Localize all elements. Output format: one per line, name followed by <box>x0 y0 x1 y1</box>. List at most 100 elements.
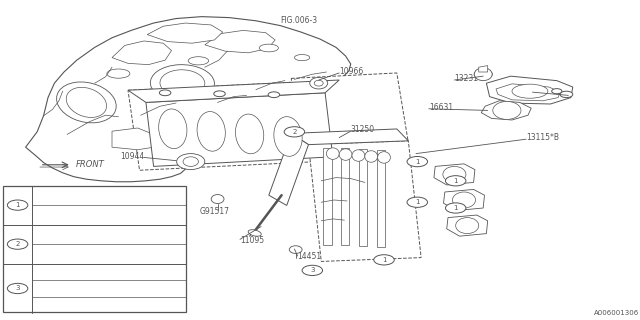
Polygon shape <box>291 129 408 145</box>
Text: 1: 1 <box>453 178 458 184</box>
Ellipse shape <box>314 80 323 86</box>
Ellipse shape <box>150 65 214 102</box>
Ellipse shape <box>474 68 492 81</box>
Ellipse shape <box>452 192 476 208</box>
Ellipse shape <box>274 117 302 156</box>
Polygon shape <box>205 30 275 53</box>
Text: 1: 1 <box>415 159 420 164</box>
Ellipse shape <box>310 77 328 89</box>
Text: FIG.006-3: FIG.006-3 <box>280 16 317 25</box>
Text: 16631: 16631 <box>429 103 453 112</box>
Text: 0104S*B (-1203): 0104S*B (-1203) <box>36 231 95 238</box>
Text: 3: 3 <box>310 268 315 273</box>
Polygon shape <box>26 17 351 182</box>
Text: 3: 3 <box>15 285 20 292</box>
Polygon shape <box>269 133 308 205</box>
Text: J20603 (1203-): J20603 (1203-) <box>36 251 89 257</box>
Polygon shape <box>128 80 339 102</box>
Text: 10944: 10944 <box>120 152 144 161</box>
Text: 14451: 14451 <box>298 252 322 261</box>
Text: FRONT: FRONT <box>76 160 104 169</box>
Text: J20883 (1203-): J20883 (1203-) <box>36 212 89 218</box>
Circle shape <box>214 91 225 97</box>
Polygon shape <box>486 76 573 104</box>
Ellipse shape <box>248 230 261 236</box>
Ellipse shape <box>339 149 352 160</box>
Polygon shape <box>377 150 385 247</box>
Ellipse shape <box>326 148 339 159</box>
Circle shape <box>560 91 573 98</box>
Circle shape <box>445 203 466 213</box>
Circle shape <box>8 200 28 210</box>
Ellipse shape <box>197 112 225 151</box>
Text: 11095: 11095 <box>240 236 264 245</box>
Text: J40811  (1304-): J40811 (1304-) <box>36 302 92 308</box>
Text: A006001306: A006001306 <box>593 310 639 316</box>
Circle shape <box>407 156 428 167</box>
Polygon shape <box>146 93 333 166</box>
Circle shape <box>302 265 323 276</box>
Polygon shape <box>359 149 367 246</box>
Polygon shape <box>291 73 408 148</box>
Polygon shape <box>447 215 488 236</box>
Polygon shape <box>496 84 560 101</box>
Ellipse shape <box>512 84 548 98</box>
Ellipse shape <box>294 54 310 61</box>
Ellipse shape <box>365 151 378 162</box>
Polygon shape <box>341 148 349 245</box>
Ellipse shape <box>66 87 107 117</box>
Ellipse shape <box>443 166 466 182</box>
Text: 2: 2 <box>15 241 20 247</box>
Polygon shape <box>308 141 421 261</box>
Ellipse shape <box>177 154 205 170</box>
Text: 1: 1 <box>453 205 458 211</box>
Bar <box>3 186 186 312</box>
Ellipse shape <box>183 157 198 166</box>
Text: 10966: 10966 <box>339 67 364 76</box>
Circle shape <box>8 239 28 249</box>
Circle shape <box>552 89 562 94</box>
Ellipse shape <box>259 44 278 52</box>
Text: 13115*B: 13115*B <box>526 133 559 142</box>
Ellipse shape <box>160 70 205 97</box>
Text: 0104S*D (-1203): 0104S*D (-1203) <box>36 269 95 275</box>
Polygon shape <box>112 128 154 150</box>
Circle shape <box>474 70 492 79</box>
Polygon shape <box>434 164 475 185</box>
Polygon shape <box>444 189 484 211</box>
Polygon shape <box>323 148 332 245</box>
Circle shape <box>445 176 466 186</box>
Ellipse shape <box>378 152 390 163</box>
Ellipse shape <box>493 101 521 119</box>
Ellipse shape <box>289 246 302 253</box>
Ellipse shape <box>456 218 479 234</box>
Polygon shape <box>128 80 351 170</box>
Polygon shape <box>481 101 531 120</box>
Text: 1: 1 <box>15 202 20 208</box>
Ellipse shape <box>107 69 130 78</box>
Polygon shape <box>147 23 223 43</box>
Text: 2: 2 <box>292 129 296 135</box>
Ellipse shape <box>352 150 365 161</box>
Text: 1: 1 <box>415 199 420 205</box>
Text: 31250: 31250 <box>351 125 375 134</box>
Polygon shape <box>479 66 488 72</box>
Polygon shape <box>112 41 172 65</box>
Ellipse shape <box>188 57 209 65</box>
Text: J20884 (1203-1303): J20884 (1203-1303) <box>36 285 107 292</box>
Circle shape <box>374 255 394 265</box>
Text: 13231: 13231 <box>454 74 479 83</box>
Text: A40817: A40817 <box>532 87 562 96</box>
Circle shape <box>8 284 28 294</box>
Circle shape <box>268 92 280 98</box>
Circle shape <box>407 197 428 207</box>
Text: 0104S*C (-1203): 0104S*C (-1203) <box>36 192 95 199</box>
Ellipse shape <box>236 114 264 154</box>
Circle shape <box>159 90 171 96</box>
Circle shape <box>284 127 305 137</box>
Ellipse shape <box>159 109 187 148</box>
Text: G91517: G91517 <box>200 207 230 216</box>
Ellipse shape <box>56 82 116 123</box>
Text: 1: 1 <box>381 257 387 263</box>
Ellipse shape <box>211 195 224 204</box>
